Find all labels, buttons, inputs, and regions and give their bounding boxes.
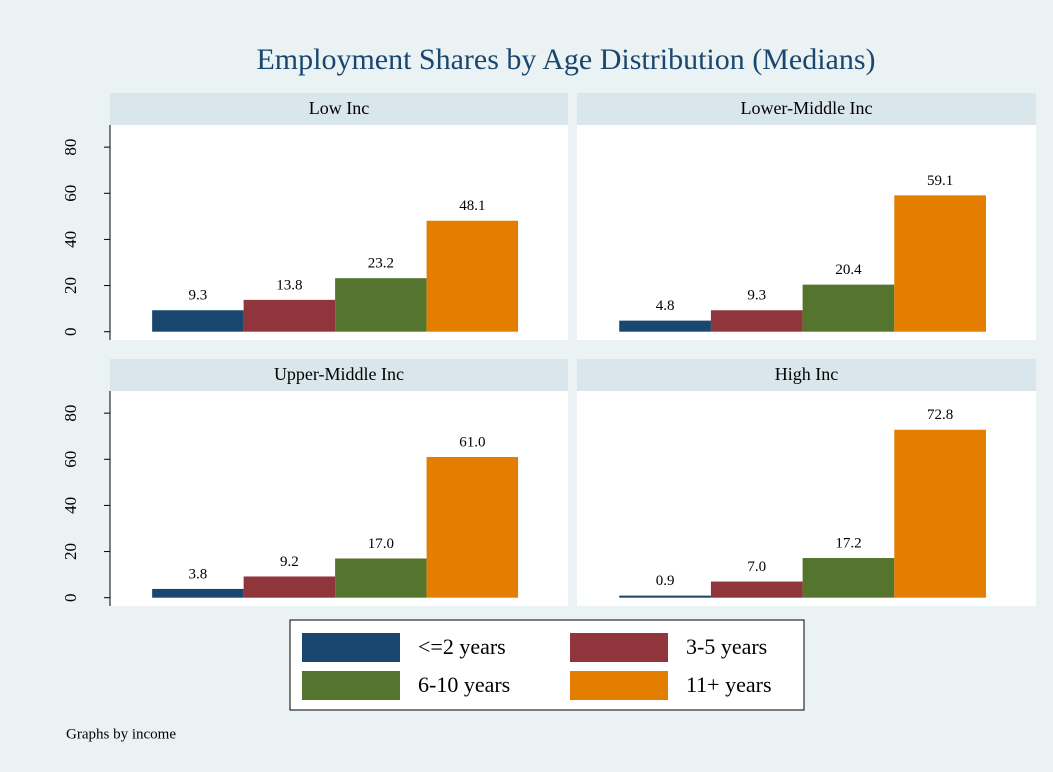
value-label: 3.8	[189, 566, 208, 582]
value-label: 9.3	[747, 288, 766, 304]
value-label: 13.8	[276, 277, 302, 293]
bar	[243, 576, 336, 598]
y-tick-label: 0	[61, 327, 80, 336]
y-tick-label: 60	[61, 185, 80, 202]
value-label: 4.8	[656, 298, 675, 314]
y-tick-label: 20	[61, 277, 80, 294]
bar	[894, 429, 986, 598]
panel-header	[577, 359, 1036, 391]
value-label: 7.0	[747, 559, 766, 575]
bar	[335, 558, 427, 598]
panel-title: High Inc	[775, 364, 838, 384]
value-label: 9.3	[189, 288, 208, 304]
panel-title: Upper-Middle Inc	[274, 364, 404, 384]
legend-swatch	[570, 633, 668, 662]
value-label: 0.9	[656, 573, 675, 589]
bar	[710, 581, 803, 598]
value-label: 61.0	[459, 434, 485, 450]
panel-title: Low Inc	[309, 98, 369, 118]
value-label: 17.0	[368, 536, 394, 552]
y-tick-label: 60	[61, 451, 80, 468]
note: Graphs by income	[66, 726, 176, 742]
bar	[426, 456, 519, 598]
bar	[894, 195, 986, 332]
legend-swatch	[302, 671, 400, 700]
y-tick-label: 80	[61, 405, 80, 422]
bar	[710, 310, 803, 332]
bar	[802, 558, 895, 598]
legend-label: 11+ years	[686, 672, 772, 697]
legend-label: 3-5 years	[686, 634, 767, 659]
bar	[426, 220, 519, 332]
value-label: 59.1	[927, 173, 953, 189]
value-label: 72.8	[927, 407, 953, 423]
bar	[152, 310, 244, 332]
legend-label: 6-10 years	[418, 672, 510, 697]
y-tick-label: 80	[61, 139, 80, 156]
value-label: 17.2	[835, 535, 861, 551]
value-label: 23.2	[368, 256, 394, 272]
value-label: 20.4	[835, 262, 862, 278]
bar	[243, 299, 336, 332]
panel-header	[110, 359, 568, 391]
y-tick-label: 40	[61, 231, 80, 248]
legend-swatch	[570, 671, 668, 700]
legend-swatch	[302, 633, 400, 662]
panel-title: Lower-Middle Inc	[740, 98, 872, 118]
bar	[152, 588, 244, 598]
chart-title: Employment Shares by Age Distribution (M…	[256, 43, 875, 76]
value-label: 48.1	[459, 198, 485, 214]
y-tick-label: 0	[61, 593, 80, 602]
y-tick-label: 20	[61, 543, 80, 560]
bar	[619, 595, 711, 598]
bar	[802, 284, 895, 332]
legend-label: <=2 years	[418, 634, 506, 659]
panel-header	[577, 93, 1036, 125]
y-tick-label: 40	[61, 497, 80, 514]
panel-header	[110, 93, 568, 125]
value-label: 9.2	[280, 554, 299, 570]
bar	[335, 278, 427, 332]
bar	[619, 320, 711, 332]
